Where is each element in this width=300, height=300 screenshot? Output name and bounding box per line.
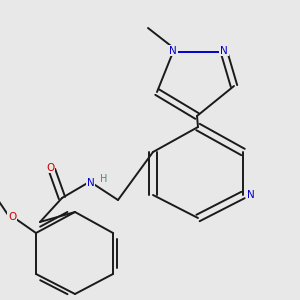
Text: O: O: [8, 212, 16, 221]
Text: N: N: [169, 46, 177, 56]
Text: N: N: [87, 178, 94, 188]
Text: N: N: [247, 190, 254, 200]
Text: N: N: [220, 46, 228, 56]
Text: H: H: [100, 173, 107, 184]
Text: O: O: [46, 163, 55, 172]
